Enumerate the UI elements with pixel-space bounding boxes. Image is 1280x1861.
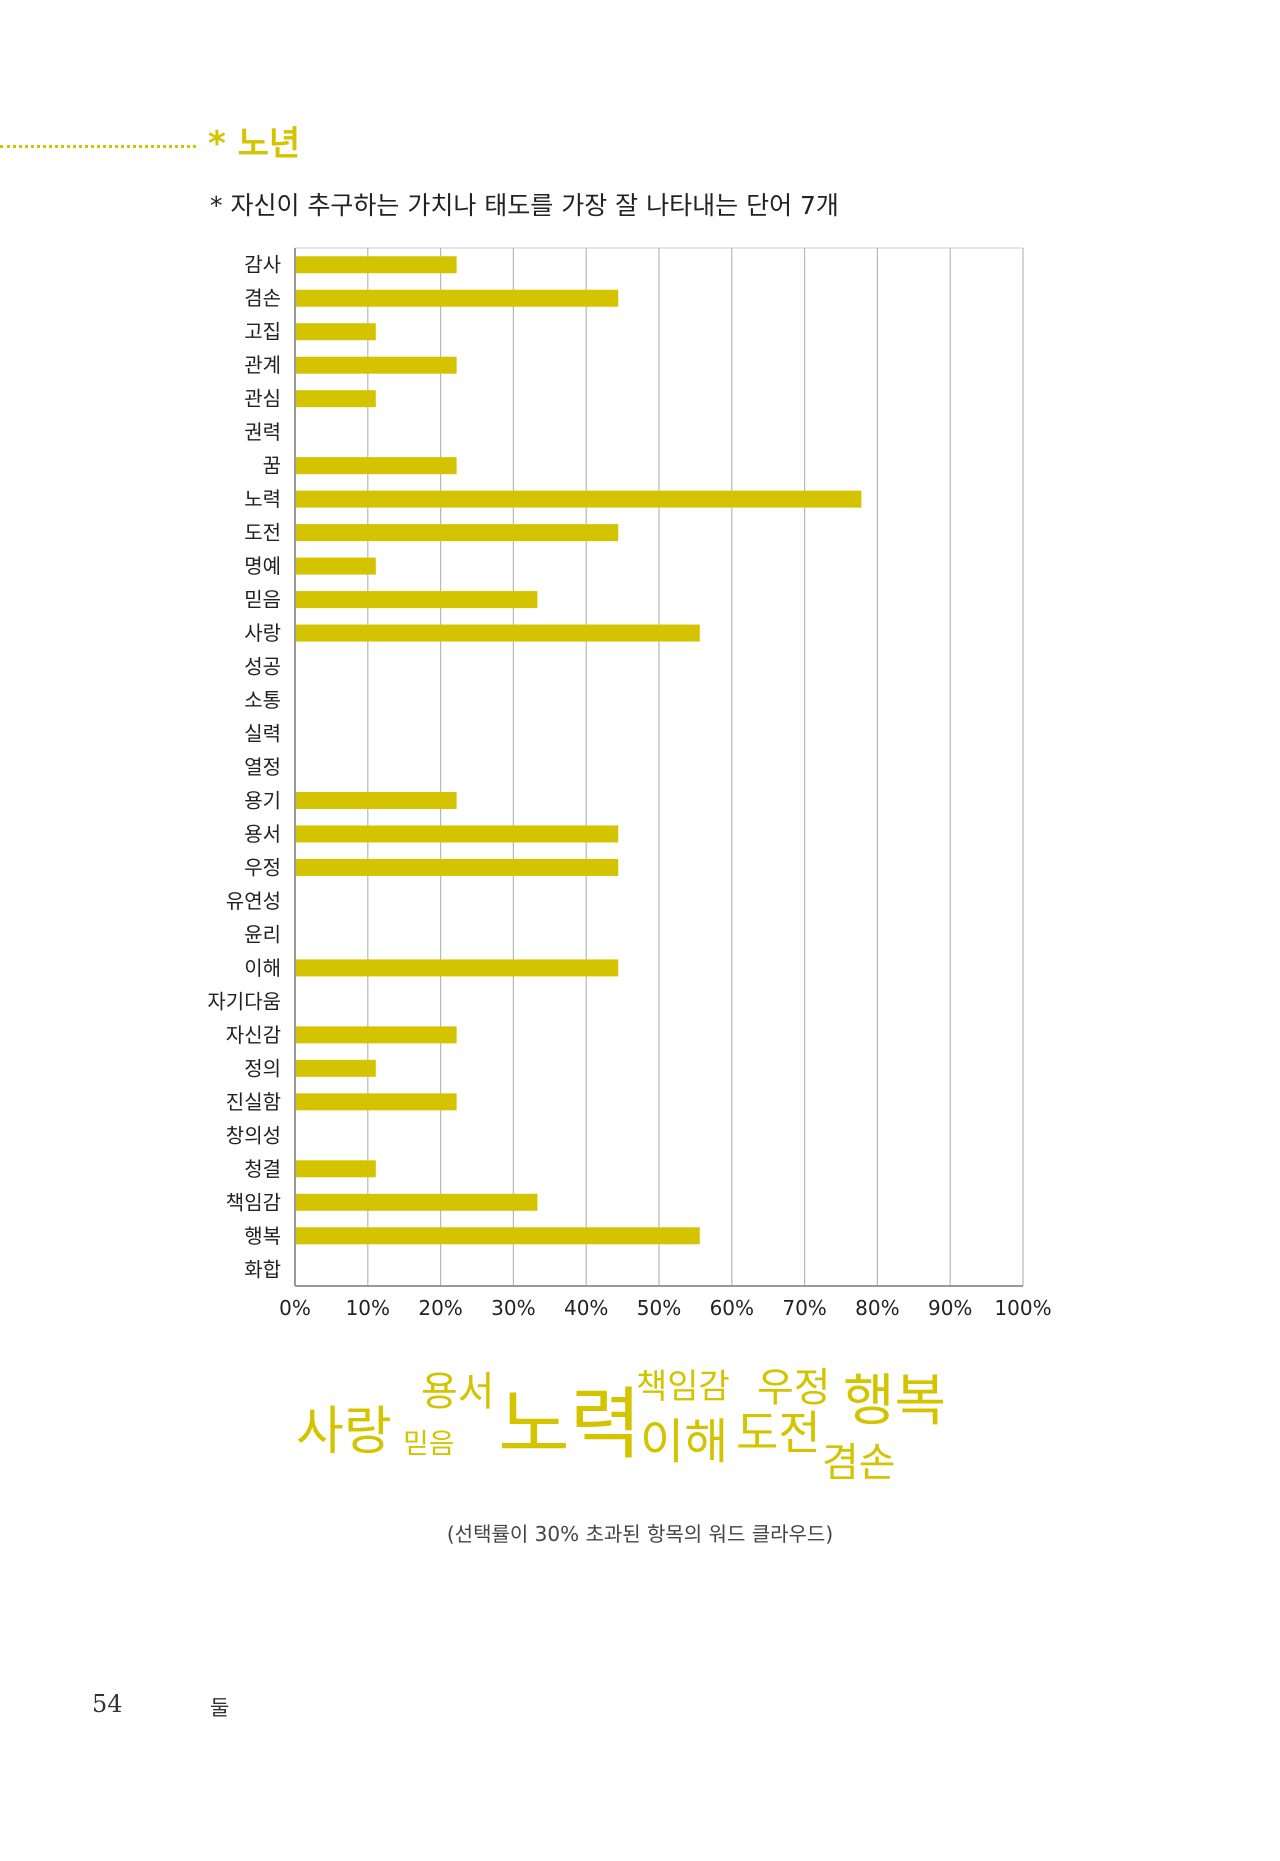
category-label: 용서 [244,822,281,846]
bar [295,591,538,609]
category-label: 화합 [244,1257,281,1281]
category-label: 유연성 [226,889,281,913]
cloud-word-noryeok: 노력 [498,1380,642,1470]
category-label: 용기 [244,788,281,812]
chart-subtitle: * 자신이 추구하는 가치나 태도를 가장 잘 나타내는 단어 7개 [210,191,839,220]
category-label: 우정 [244,855,281,879]
section-divider-dots [0,145,196,148]
bar [295,791,457,809]
bar [295,356,457,374]
bar [295,624,700,642]
x-tick-label: 100% [994,1296,1051,1320]
category-label: 도전 [244,521,281,545]
category-label: 책임감 [226,1190,281,1214]
category-label: 소통 [244,688,281,712]
x-tick-label: 0% [279,1296,311,1320]
x-tick-label: 80% [855,1296,899,1320]
bar [295,457,457,475]
category-label: 노력 [244,487,281,511]
cloud-word-sarang: 사랑 [296,1402,392,1462]
bar [295,557,376,575]
cloud-word-yongseo: 용서 [421,1369,495,1415]
category-label: 고집 [244,320,281,344]
bar-chart: 감사겸손고집관계관심권력꿈노력도전명예믿음사랑성공소통실력열정용기용서우정유연성… [207,247,1052,1320]
cloud-word-dojeon: 도전 [736,1406,821,1460]
bar [295,825,619,843]
cloud-word-gyeomson: 겸손 [822,1440,896,1486]
category-label: 겸손 [244,286,281,310]
x-tick-label: 10% [346,1296,390,1320]
word-cloud-caption: (선택률이 30% 초과된 항목의 워드 클라우드) [446,1522,834,1546]
cloud-word-ihae: 이해 [640,1414,729,1470]
bar [295,1227,700,1245]
x-tick-label: 50% [637,1296,681,1320]
category-label: 이해 [244,956,281,980]
cloud-word-chaegimgam: 책임감 [636,1367,730,1407]
x-tick-label: 40% [564,1296,608,1320]
category-label: 꿈 [263,454,281,478]
cloud-word-mideum: 믿음 [403,1427,455,1460]
section-title: * 노년 [208,124,301,164]
bar [295,1093,457,1111]
page-section-label: 둘 [210,1696,230,1720]
bar [295,323,376,341]
bar [295,256,457,274]
category-label: 사랑 [244,621,281,645]
category-label: 윤리 [244,922,281,946]
category-label: 명예 [244,554,281,578]
category-label: 관계 [244,353,281,377]
category-label: 자신감 [226,1023,281,1047]
bar [295,289,619,307]
bar [295,959,619,977]
category-label: 권력 [244,420,281,444]
x-tick-label: 70% [782,1296,826,1320]
bar [295,490,862,508]
category-label: 믿음 [244,588,281,612]
page-number: 54 [92,1690,123,1718]
category-label: 감사 [244,253,281,277]
cloud-word-ujeong: 우정 [757,1365,831,1411]
x-tick-label: 30% [491,1296,535,1320]
category-label: 열정 [244,755,281,779]
category-label: 관심 [244,387,281,411]
cloud-word-haengbok: 행복 [843,1369,947,1434]
x-tick-label: 60% [710,1296,754,1320]
category-label: 정의 [244,1056,281,1080]
x-tick-label: 90% [928,1296,972,1320]
bar [295,1193,538,1211]
bar [295,1160,376,1178]
bar [295,858,619,876]
category-label: 성공 [244,655,281,679]
category-label: 행복 [244,1224,281,1248]
bar [295,1059,376,1077]
category-label: 청결 [244,1157,281,1181]
bar [295,390,376,408]
x-tick-label: 20% [418,1296,462,1320]
category-label: 자기다움 [207,989,281,1013]
bar [295,1026,457,1044]
bar [295,524,619,542]
category-label: 진실함 [226,1090,281,1114]
category-label: 실력 [244,722,281,746]
category-label: 창의성 [226,1123,281,1147]
